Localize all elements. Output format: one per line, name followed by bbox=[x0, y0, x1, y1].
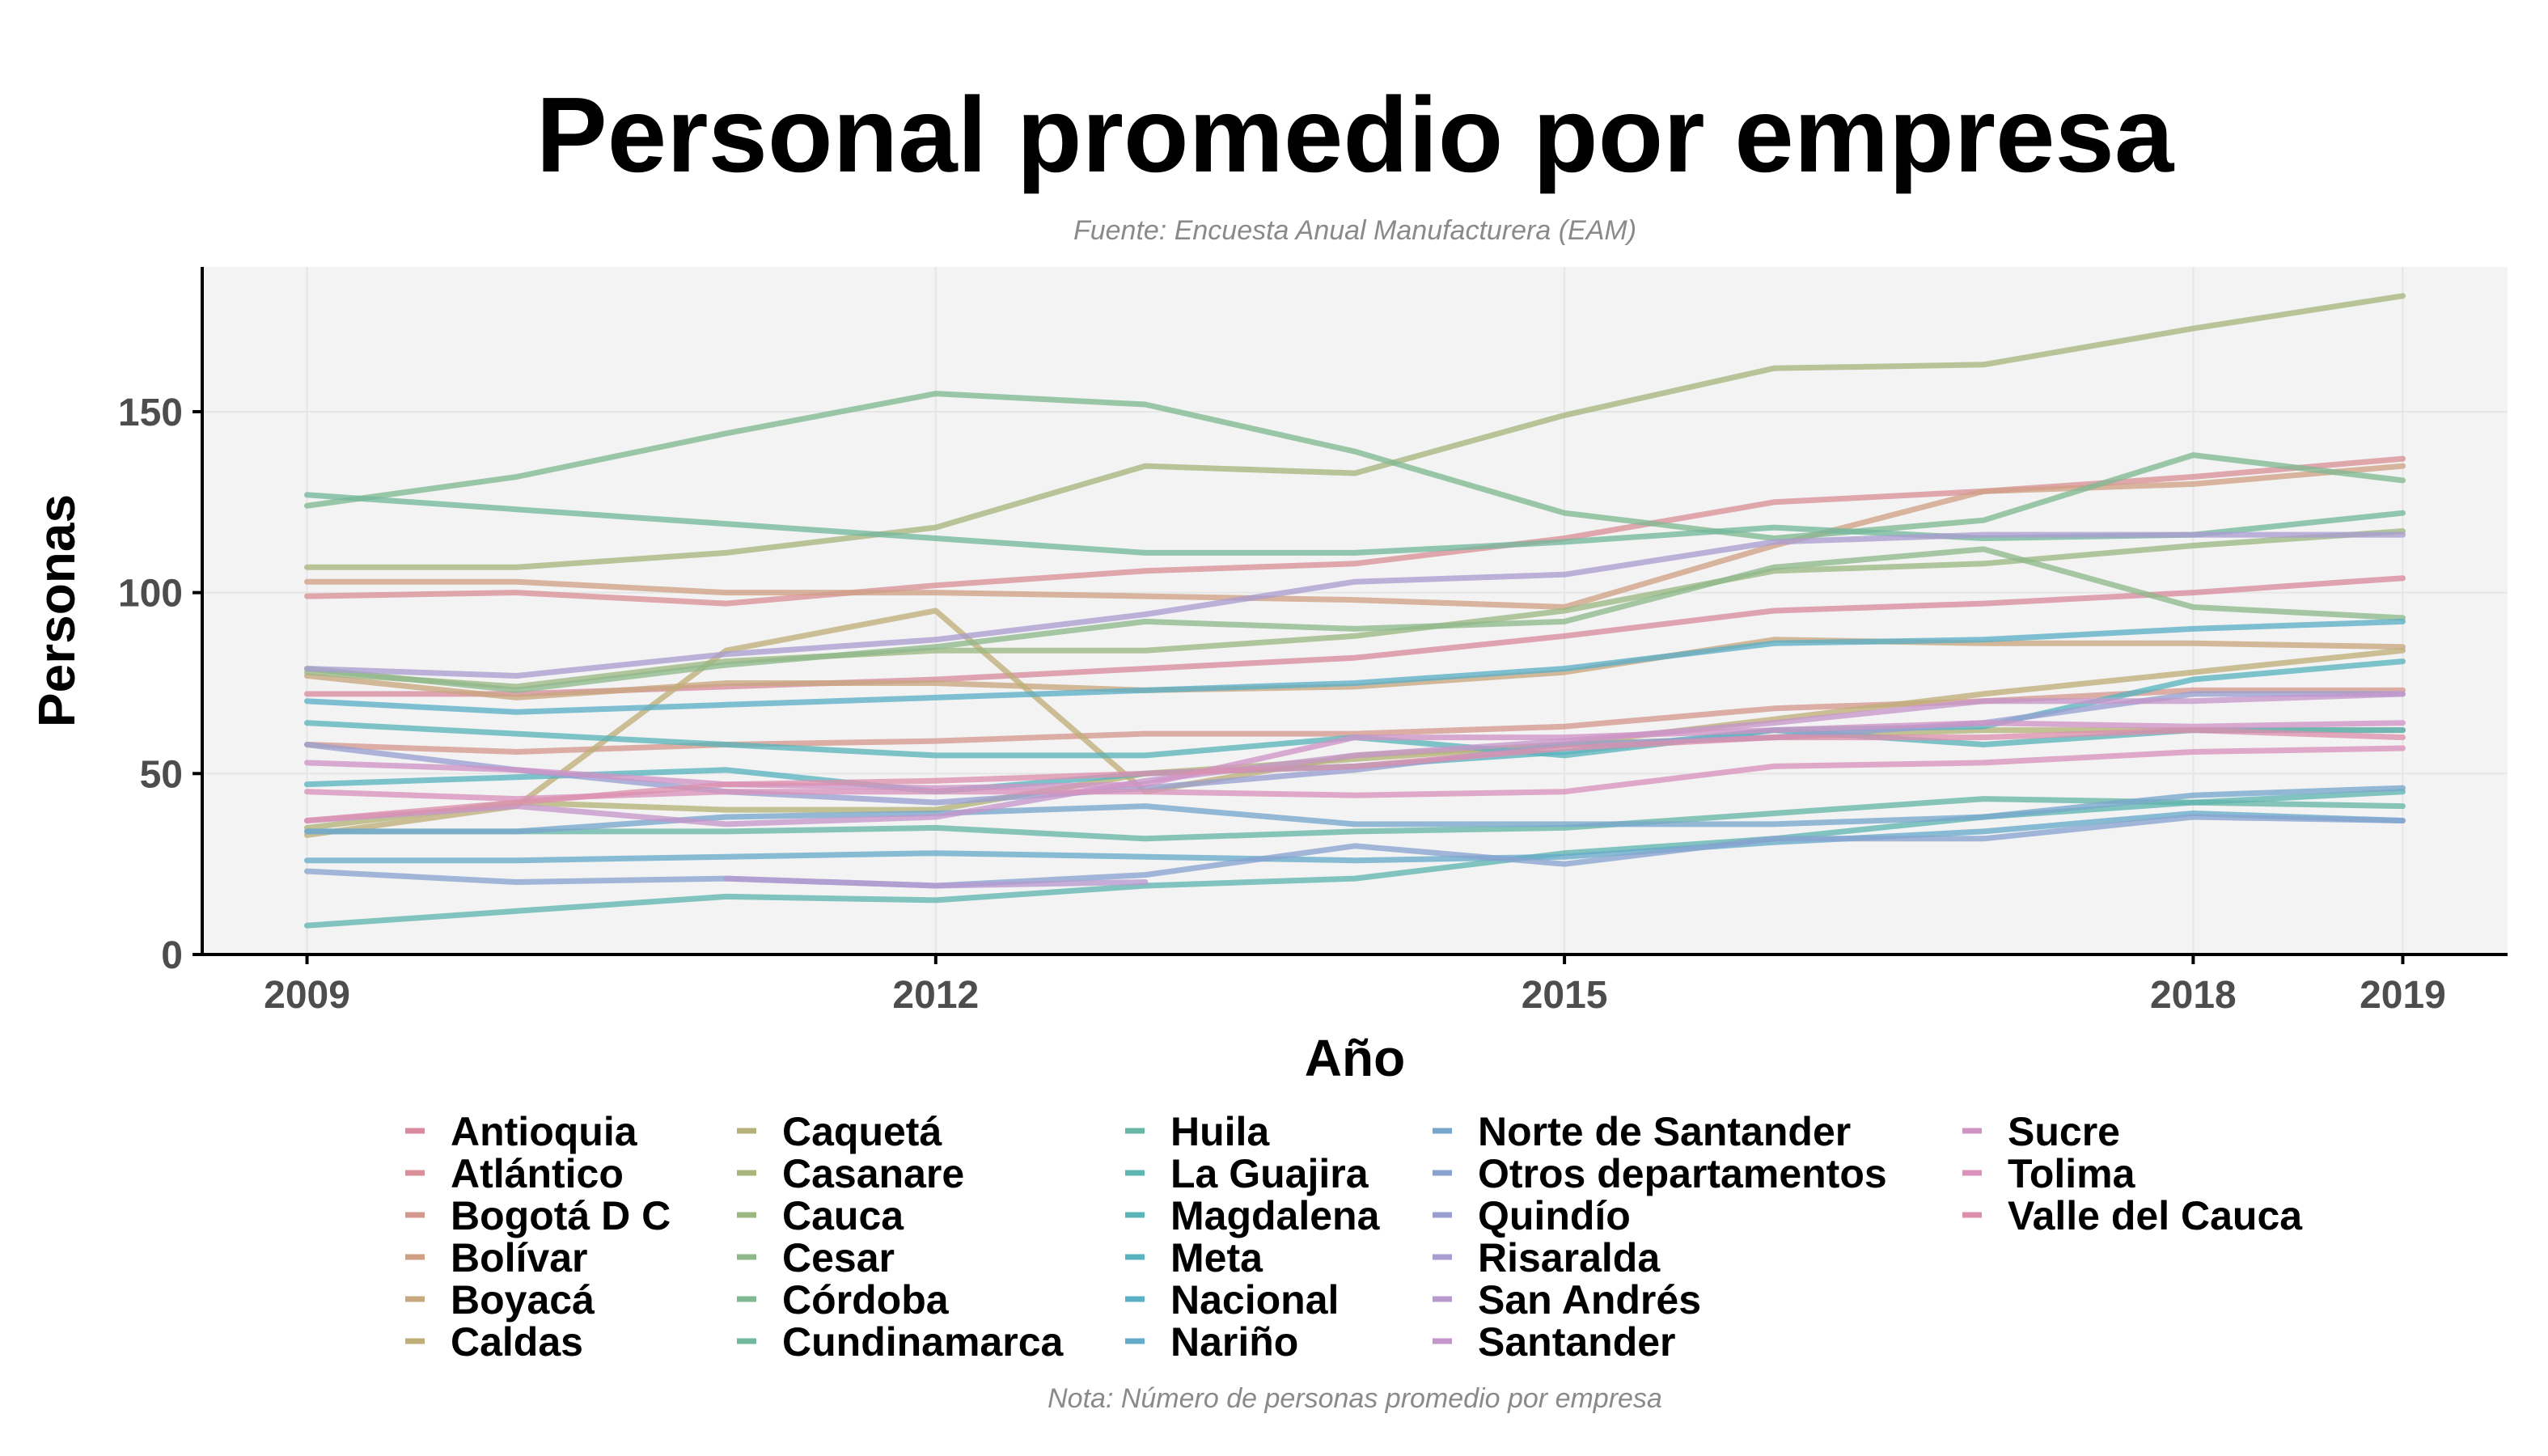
series-line bbox=[304, 463, 2406, 610]
legend-label: Cundinamarca bbox=[782, 1319, 1064, 1365]
series-line bbox=[304, 811, 2406, 864]
y-tick-label: 50 bbox=[140, 753, 183, 796]
series-line bbox=[304, 546, 2406, 693]
legend-label: Cauca bbox=[782, 1193, 904, 1238]
series-line bbox=[304, 691, 2406, 827]
x-tick-label: 2015 bbox=[1522, 974, 1608, 1017]
series-line bbox=[304, 528, 2406, 690]
plot-panel bbox=[202, 267, 2508, 954]
legend-label: Bolívar bbox=[451, 1235, 588, 1280]
legend-label: Nariño bbox=[1170, 1319, 1298, 1365]
x-axis-title: Año bbox=[1305, 1029, 1405, 1087]
legend-label: Norte de Santander bbox=[1478, 1109, 1851, 1154]
y-tick-label: 150 bbox=[118, 392, 183, 434]
legend-label: Tolima bbox=[2008, 1151, 2136, 1196]
legend-label: Risaralda bbox=[1478, 1235, 1661, 1280]
series-line bbox=[304, 293, 2406, 570]
legend-label: San Andrés bbox=[1478, 1277, 1701, 1323]
legend-label: Caldas bbox=[451, 1319, 583, 1365]
chart-subtitle: Fuente: Encuesta Anual Manufacturera (EA… bbox=[1073, 215, 1636, 246]
series-line bbox=[304, 814, 2406, 889]
x-tick-label: 2012 bbox=[892, 974, 979, 1017]
series-line bbox=[304, 745, 2406, 802]
legend-label: Casanare bbox=[782, 1151, 964, 1196]
series-line bbox=[304, 618, 2406, 715]
series-line bbox=[723, 875, 1149, 889]
x-axis: 2009 2012 2015 2018 2019 bbox=[264, 954, 2446, 1017]
legend-label: Quindío bbox=[1478, 1193, 1631, 1238]
series-line bbox=[304, 637, 2406, 700]
legend-label: Córdoba bbox=[782, 1277, 950, 1323]
legend-label: Magdalena bbox=[1170, 1193, 1381, 1238]
x-tick-label: 2018 bbox=[2150, 974, 2237, 1017]
legend-label: Boyacá bbox=[451, 1277, 595, 1323]
series-line bbox=[304, 727, 2406, 831]
series-lines bbox=[304, 293, 2406, 929]
series-line bbox=[304, 785, 2406, 835]
y-axis: 0 50 100 150 bbox=[118, 392, 202, 977]
x-tick-label: 2019 bbox=[2360, 974, 2446, 1017]
legend-label: Atlántico bbox=[451, 1151, 624, 1196]
legend-label: Huila bbox=[1170, 1109, 1270, 1154]
legend-label: La Guajira bbox=[1170, 1151, 1369, 1196]
legend-label: Santander bbox=[1478, 1319, 1676, 1365]
series-line bbox=[304, 691, 2406, 806]
legend-label: Caquetá bbox=[782, 1109, 942, 1154]
legend-label: Valle del Cauca bbox=[2008, 1193, 2303, 1238]
series-line bbox=[304, 727, 2406, 823]
legend-label: Nacional bbox=[1170, 1277, 1339, 1323]
series-line bbox=[304, 687, 2406, 755]
legend-label: Sucre bbox=[2008, 1109, 2120, 1154]
series-line bbox=[304, 796, 2406, 842]
series-line bbox=[304, 531, 2406, 679]
legend-label: Meta bbox=[1170, 1235, 1263, 1280]
legend-label: Antioquia bbox=[451, 1109, 638, 1154]
chart-title: Personal promedio por empresa bbox=[536, 75, 2175, 194]
chart-caption: Nota: Número de personas promedio por em… bbox=[1048, 1383, 1662, 1414]
legend-label: Otros departamentos bbox=[1478, 1151, 1887, 1196]
legend-label: Cesar bbox=[782, 1235, 895, 1280]
series-line bbox=[304, 720, 2406, 791]
legend-label: Bogotá D C bbox=[451, 1193, 671, 1238]
y-tick-label: 100 bbox=[118, 573, 183, 616]
y-axis-title: Personas bbox=[28, 494, 86, 727]
x-tick-label: 2009 bbox=[264, 974, 350, 1017]
series-line bbox=[304, 391, 2406, 541]
y-tick-label: 0 bbox=[161, 934, 183, 977]
